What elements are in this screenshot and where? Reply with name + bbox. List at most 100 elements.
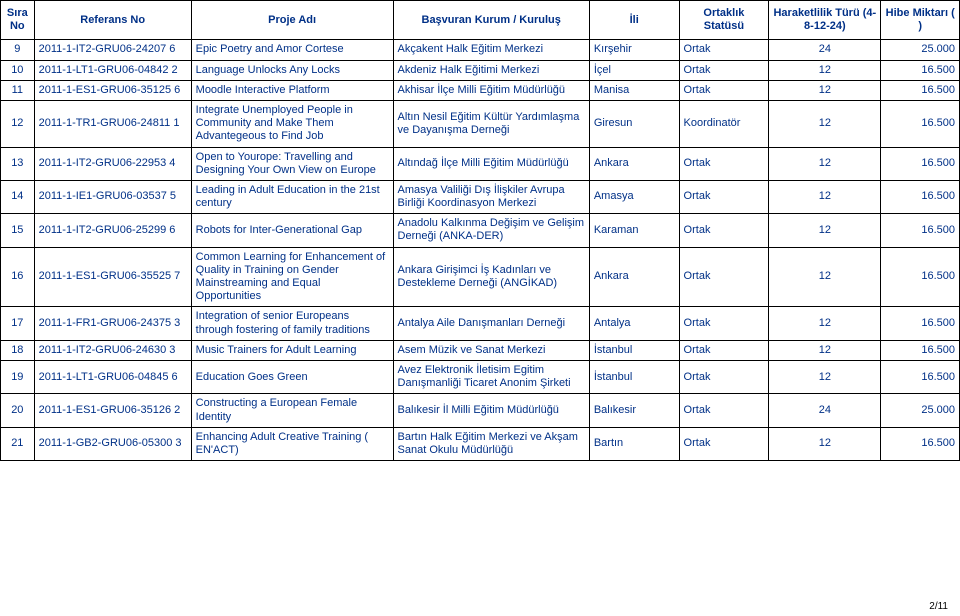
table-cell: 17	[1, 307, 35, 340]
table-cell: 10	[1, 60, 35, 80]
table-cell: 2011-1-ES1-GRU06-35525 7	[34, 247, 191, 307]
table-cell: Epic Poetry and Amor Cortese	[191, 40, 393, 60]
column-header: Sıra No	[1, 1, 35, 40]
table-cell: 16.500	[881, 307, 960, 340]
table-cell: Asem Müzik ve Sanat Merkezi	[393, 340, 589, 360]
table-cell: 2011-1-ES1-GRU06-35126 2	[34, 394, 191, 427]
table-cell: Ortak	[679, 80, 769, 100]
table-cell: 16	[1, 247, 35, 307]
table-header: Sıra NoReferans NoProje AdıBaşvuran Kuru…	[1, 1, 960, 40]
table-cell: 12	[769, 307, 881, 340]
table-cell: Amasya	[589, 180, 679, 213]
table-cell: 15	[1, 214, 35, 247]
column-header: Başvuran Kurum / Kuruluş	[393, 1, 589, 40]
table-cell: Balıkesir	[589, 394, 679, 427]
table-cell: 16.500	[881, 80, 960, 100]
table-cell: 2011-1-IT2-GRU06-25299 6	[34, 214, 191, 247]
table-cell: 2011-1-TR1-GRU06-24811 1	[34, 100, 191, 147]
table-cell: İçel	[589, 60, 679, 80]
table-cell: 12	[769, 214, 881, 247]
table-cell: Akçakent Halk Eğitim Merkezi	[393, 40, 589, 60]
table-cell: Music Trainers for Adult Learning	[191, 340, 393, 360]
table-cell: Integration of senior Europeans through …	[191, 307, 393, 340]
table-cell: 16.500	[881, 214, 960, 247]
table-cell: 18	[1, 340, 35, 360]
table-cell: Language Unlocks Any Locks	[191, 60, 393, 80]
table-cell: 16.500	[881, 180, 960, 213]
table-row: 132011-1-IT2-GRU06-22953 4Open to Yourop…	[1, 147, 960, 180]
table-row: 112011-1-ES1-GRU06-35125 6Moodle Interac…	[1, 80, 960, 100]
table-cell: Ankara	[589, 147, 679, 180]
table-cell: 2011-1-IT2-GRU06-22953 4	[34, 147, 191, 180]
table-row: 162011-1-ES1-GRU06-35525 7Common Learnin…	[1, 247, 960, 307]
table-cell: Giresun	[589, 100, 679, 147]
table-cell: 12	[769, 100, 881, 147]
table-cell: Anadolu Kalkınma Değişim ve Gelişim Dern…	[393, 214, 589, 247]
table-cell: Bartın	[589, 427, 679, 460]
table-cell: 12	[769, 180, 881, 213]
table-cell: Ortak	[679, 60, 769, 80]
table-cell: 21	[1, 427, 35, 460]
column-header: Hibe Miktarı ( )	[881, 1, 960, 40]
column-header: İli	[589, 1, 679, 40]
table-row: 172011-1-FR1-GRU06-24375 3Integration of…	[1, 307, 960, 340]
table-cell: Antalya	[589, 307, 679, 340]
table-cell: Karaman	[589, 214, 679, 247]
table-row: 122011-1-TR1-GRU06-24811 1Integrate Unem…	[1, 100, 960, 147]
table-cell: 11	[1, 80, 35, 100]
column-header: Proje Adı	[191, 1, 393, 40]
table-cell: Education Goes Green	[191, 360, 393, 393]
column-header: Ortaklık Statüsü	[679, 1, 769, 40]
table-cell: Ortak	[679, 180, 769, 213]
table-cell: 2011-1-LT1-GRU06-04842 2	[34, 60, 191, 80]
table-cell: 16.500	[881, 147, 960, 180]
table-cell: Ortak	[679, 247, 769, 307]
table-row: 102011-1-LT1-GRU06-04842 2Language Unloc…	[1, 60, 960, 80]
table-cell: Manisa	[589, 80, 679, 100]
table-cell: Ortak	[679, 360, 769, 393]
table-cell: 12	[769, 340, 881, 360]
table-cell: 14	[1, 180, 35, 213]
table-cell: 12	[769, 80, 881, 100]
table-cell: Leading in Adult Education in the 21st c…	[191, 180, 393, 213]
table-cell: 12	[769, 147, 881, 180]
table-cell: Robots for Inter-Generational Gap	[191, 214, 393, 247]
column-header: Referans No	[34, 1, 191, 40]
table-cell: 24	[769, 40, 881, 60]
table-cell: 25.000	[881, 394, 960, 427]
table-cell: Ortak	[679, 307, 769, 340]
table-cell: 9	[1, 40, 35, 60]
table-cell: 12	[769, 60, 881, 80]
table-cell: Open to Yourope: Travelling and Designin…	[191, 147, 393, 180]
table-cell: Bartın Halk Eğitim Merkezi ve Akşam Sana…	[393, 427, 589, 460]
table-cell: Ortak	[679, 394, 769, 427]
table-cell: Ankara Girişimci İş Kadınları ve Destekl…	[393, 247, 589, 307]
table-cell: Altındağ İlçe Milli Eğitim Müdürlüğü	[393, 147, 589, 180]
table-cell: 12	[769, 427, 881, 460]
table-row: 212011-1-GB2-GRU06-05300 3Enhancing Adul…	[1, 427, 960, 460]
table-cell: 16.500	[881, 427, 960, 460]
table-cell: 2011-1-IT2-GRU06-24630 3	[34, 340, 191, 360]
table-cell: Moodle Interactive Platform	[191, 80, 393, 100]
table-cell: 12	[769, 247, 881, 307]
table-cell: Constructing a European Female Identity	[191, 394, 393, 427]
table-cell: Ortak	[679, 147, 769, 180]
table-cell: 12	[769, 360, 881, 393]
table-cell: 19	[1, 360, 35, 393]
table-cell: Ortak	[679, 427, 769, 460]
table-cell: 2011-1-FR1-GRU06-24375 3	[34, 307, 191, 340]
table-cell: 16.500	[881, 247, 960, 307]
table-cell: 12	[1, 100, 35, 147]
column-header: Haraketlilik Türü (4-8-12-24)	[769, 1, 881, 40]
table-cell: 25.000	[881, 40, 960, 60]
table-row: 182011-1-IT2-GRU06-24630 3Music Trainers…	[1, 340, 960, 360]
table-cell: Balıkesir İl Milli Eğitim Müdürlüğü	[393, 394, 589, 427]
table-cell: Ankara	[589, 247, 679, 307]
table-cell: 2011-1-LT1-GRU06-04845 6	[34, 360, 191, 393]
table-row: 192011-1-LT1-GRU06-04845 6Education Goes…	[1, 360, 960, 393]
table-cell: 13	[1, 147, 35, 180]
table-cell: 20	[1, 394, 35, 427]
table-body: 92011-1-IT2-GRU06-24207 6Epic Poetry and…	[1, 40, 960, 461]
table-cell: 16.500	[881, 100, 960, 147]
table-cell: Altın Nesil Eğitim Kültür Yardımlaşma ve…	[393, 100, 589, 147]
